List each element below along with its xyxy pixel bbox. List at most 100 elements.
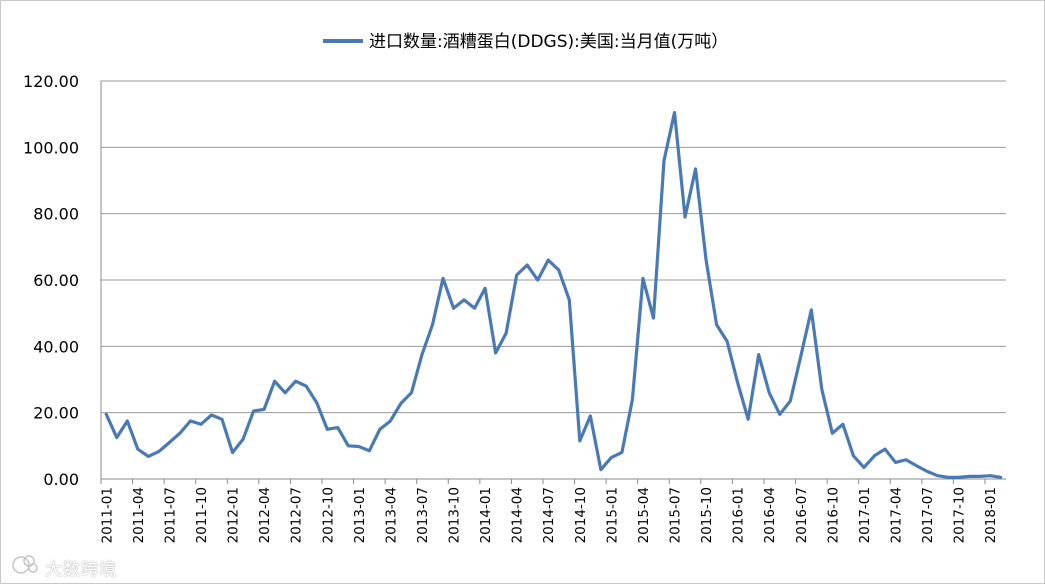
data-point: [915, 464, 918, 467]
data-point: [252, 409, 255, 413]
data-point: [220, 418, 224, 421]
data-point: [904, 458, 908, 461]
data-point: [978, 475, 981, 478]
data-point: [326, 428, 329, 431]
data-point: [820, 388, 824, 391]
data-point: [483, 287, 487, 290]
y-axis-tick-labels: 0.00 20.00 40.00 60.00 80.00 100.00 120.00: [23, 72, 79, 489]
x-tick-label: 2011-10: [194, 487, 210, 543]
y-tick-label: 60.00: [33, 271, 79, 290]
data-point: [967, 475, 971, 478]
x-tick-label: 2016-07: [794, 487, 810, 543]
x-axis-tick-labels: 2011-01 2011-04 2011-07 2011-10 2012-01 2012-…: [99, 487, 999, 543]
x-tick-label: 2015-01: [604, 487, 620, 543]
data-point: [536, 278, 539, 282]
y-tick-label: 40.00: [33, 337, 79, 356]
data-point: [736, 381, 739, 385]
data-point: [378, 428, 382, 431]
data-point: [610, 456, 613, 459]
data-point: [199, 423, 203, 426]
x-tick-label: 2017-01: [857, 487, 873, 543]
data-point: [652, 316, 655, 320]
x-tick-label: 2011-07: [162, 487, 178, 543]
data-point: [725, 340, 729, 343]
data-point: [410, 391, 413, 394]
x-tick-label: 2012-10: [320, 487, 336, 543]
legend-label: 进口数量:酒糟蛋白(DDGS):美国:当月值(万吨）: [369, 32, 728, 52]
x-tick-label: 2013-01: [352, 487, 368, 543]
y-tick-label: 0.00: [43, 470, 79, 489]
data-point: [357, 445, 361, 448]
x-tick-label: 2012-04: [257, 487, 273, 543]
data-point: [925, 470, 929, 473]
y-tick-label: 80.00: [33, 205, 79, 224]
data-point: [568, 298, 571, 302]
data-point: [389, 419, 392, 423]
x-tick-label: 2016-01: [731, 487, 747, 543]
data-point: [620, 451, 624, 454]
data-point: [631, 398, 634, 401]
watermark: 大数跨境: [11, 553, 141, 580]
data-point: [157, 450, 161, 453]
data-point: [399, 402, 403, 405]
data-point: [262, 408, 266, 411]
data-point: [768, 391, 771, 394]
data-point: [452, 306, 455, 310]
data-point: [841, 423, 845, 426]
data-point: [715, 323, 718, 326]
data-point: [946, 476, 950, 479]
data-point: [273, 379, 276, 383]
x-tick-label: 2013-04: [383, 487, 399, 543]
gridlines: [101, 80, 1006, 414]
data-point: [673, 111, 676, 114]
x-tick-label: 2018-01: [983, 487, 999, 543]
data-point: [862, 466, 866, 469]
data-point: [757, 353, 760, 356]
x-tick-label: 2014-04: [510, 487, 526, 543]
data-point: [178, 432, 182, 435]
data-point: [420, 353, 424, 356]
x-tick-label: 2016-04: [762, 487, 778, 543]
data-point: [504, 331, 508, 335]
y-tick-label: 20.00: [33, 404, 79, 423]
data-point: [431, 323, 434, 326]
series-group: [104, 110, 1003, 479]
data-point: [189, 419, 192, 423]
data-point: [473, 306, 476, 310]
data-point: [283, 391, 287, 394]
data-point: [852, 454, 855, 457]
data-point: [578, 439, 582, 443]
data-point: [589, 414, 592, 418]
data-point: [462, 298, 466, 302]
watermark-text: 大数跨境: [45, 560, 117, 580]
data-point: [241, 438, 245, 441]
x-tick-label: 2014-10: [573, 487, 589, 543]
data-point: [136, 447, 140, 451]
data-point: [599, 468, 603, 471]
x-tick-label: 2015-07: [668, 487, 684, 543]
series-line: [104, 110, 1003, 479]
data-point: [683, 215, 687, 219]
data-point: [294, 379, 297, 383]
data-point: [989, 474, 992, 477]
y-tick-label: 120.00: [23, 72, 79, 91]
legend: 进口数量:酒糟蛋白(DDGS):美国:当月值(万吨）: [323, 32, 728, 52]
data-point: [441, 277, 445, 280]
data-point: [641, 277, 645, 280]
x-tick-label: 2014-07: [541, 487, 557, 543]
data-point: [789, 399, 792, 403]
data-point: [315, 401, 318, 404]
data-point: [547, 258, 550, 262]
x-tick-label: 2012-07: [289, 487, 305, 543]
data-point: [168, 441, 171, 444]
data-point: [957, 476, 960, 479]
data-point: [210, 413, 213, 417]
data-point: [525, 263, 529, 267]
data-point: [662, 159, 666, 162]
data-point: [873, 454, 876, 457]
data-point: [778, 413, 781, 416]
data-point: [746, 418, 750, 421]
data-point: [515, 273, 518, 277]
